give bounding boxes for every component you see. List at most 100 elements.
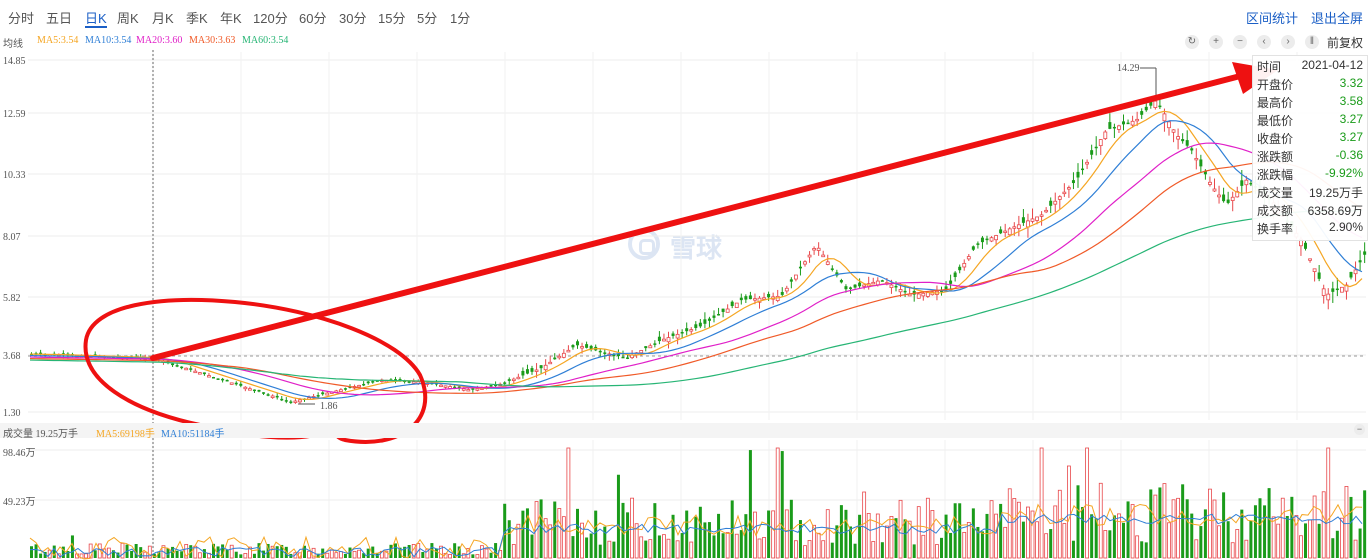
volume-bar bbox=[366, 548, 370, 558]
volume-bar bbox=[111, 550, 115, 558]
reset-icon[interactable]: ↻ bbox=[1185, 35, 1199, 49]
volume-bar bbox=[507, 520, 511, 558]
zoom-in-icon[interactable]: + bbox=[1209, 35, 1223, 49]
volume-bar bbox=[1271, 516, 1276, 559]
volume-bar bbox=[1081, 507, 1085, 558]
volume-bar bbox=[548, 524, 553, 559]
candle-body bbox=[1167, 121, 1171, 129]
tab-quarterly-k[interactable]: 季K bbox=[186, 11, 208, 26]
candle-body bbox=[1140, 111, 1144, 115]
candle-body bbox=[1090, 150, 1094, 155]
volume-bar bbox=[352, 550, 357, 559]
volume-bar bbox=[1153, 494, 1158, 559]
ma30-label: MA30:3.63 bbox=[189, 35, 236, 46]
candle-body bbox=[175, 365, 179, 367]
volume-bar bbox=[1062, 523, 1067, 559]
candle-body bbox=[466, 389, 471, 392]
candle-body bbox=[880, 280, 884, 282]
candle-body bbox=[275, 395, 279, 398]
volume-bar bbox=[1158, 487, 1162, 558]
volume-bar bbox=[1112, 515, 1116, 558]
tab-1min[interactable]: 1分 bbox=[450, 11, 471, 26]
tab-fenshi[interactable]: 分时 bbox=[8, 11, 35, 26]
volume-bar bbox=[43, 551, 47, 558]
pause-icon[interactable]: ‖ bbox=[1305, 35, 1319, 49]
candle-body bbox=[566, 349, 571, 353]
volume-bar bbox=[252, 553, 256, 558]
volume-bar bbox=[612, 541, 616, 558]
candle-body bbox=[589, 345, 593, 350]
adjust-mode-select[interactable]: 前复权 bbox=[1327, 36, 1364, 50]
tab-30min[interactable]: 30分 bbox=[339, 11, 367, 26]
volume-bar bbox=[666, 538, 671, 559]
volume-bar bbox=[70, 535, 74, 558]
volume-bar bbox=[653, 503, 657, 558]
volume-bar bbox=[1299, 535, 1303, 559]
volume-bar bbox=[566, 447, 571, 559]
candle-body bbox=[657, 336, 661, 342]
ma5-label: MA5:3.54 bbox=[37, 35, 79, 46]
candle-body bbox=[794, 274, 798, 280]
volume-bar bbox=[662, 534, 666, 559]
volume-bar bbox=[494, 543, 498, 558]
collapse-volume-icon[interactable]: − bbox=[1354, 424, 1365, 435]
range-stats-link[interactable]: 区间统计 bbox=[1246, 11, 1299, 26]
tab-15min[interactable]: 15分 bbox=[378, 11, 406, 26]
volume-bar bbox=[780, 451, 784, 558]
candle-body bbox=[989, 237, 994, 242]
chevron-left-icon[interactable]: ‹ bbox=[1257, 35, 1271, 49]
candle-body bbox=[494, 384, 498, 387]
volume-bar bbox=[139, 547, 143, 558]
exit-fullscreen-link[interactable]: 退出全屏 bbox=[1311, 11, 1364, 26]
candle-body bbox=[639, 350, 644, 354]
candle-body bbox=[1071, 180, 1075, 184]
ma-title: 均线 bbox=[3, 39, 23, 50]
volume-bar bbox=[694, 516, 698, 558]
volume-bar bbox=[576, 508, 579, 558]
candle-body bbox=[1108, 122, 1112, 129]
volume-bar bbox=[1344, 486, 1349, 559]
tab-wuri[interactable]: 五日 bbox=[46, 11, 73, 26]
volume-bar bbox=[1363, 490, 1367, 558]
tab-120min[interactable]: 120分 bbox=[253, 11, 288, 26]
volume-bar bbox=[1076, 485, 1080, 558]
candle-body bbox=[626, 357, 630, 359]
price-tick: 5.82 bbox=[3, 293, 21, 304]
volume-bar bbox=[97, 543, 102, 559]
chevron-right-icon[interactable]: › bbox=[1281, 35, 1295, 49]
candle-body bbox=[1171, 129, 1176, 133]
candle-body bbox=[1135, 118, 1140, 122]
tab-60min[interactable]: 60分 bbox=[299, 11, 327, 26]
candle-body bbox=[439, 384, 443, 388]
candle-body bbox=[516, 376, 521, 380]
volume-bar bbox=[607, 540, 612, 559]
ma-line-4 bbox=[29, 161, 1363, 394]
candle-body bbox=[348, 386, 352, 388]
volume-bar bbox=[703, 522, 707, 558]
volume-bar bbox=[202, 549, 206, 558]
volume-bar bbox=[685, 510, 689, 558]
info-row-high: 最高价 3.58 bbox=[1257, 94, 1363, 110]
volume-bar bbox=[717, 513, 721, 558]
volume-bar bbox=[853, 543, 857, 558]
candle-body bbox=[1335, 288, 1339, 291]
candle-body bbox=[247, 388, 252, 391]
tab-daily-k[interactable]: 日K bbox=[85, 11, 107, 26]
candle-body bbox=[1217, 194, 1221, 198]
candle-body bbox=[703, 319, 707, 324]
tab-weekly-k[interactable]: 周K bbox=[117, 11, 139, 26]
tab-monthly-k[interactable]: 月K bbox=[152, 11, 174, 26]
tab-yearly-k[interactable]: 年K bbox=[220, 11, 242, 26]
volume-bar bbox=[561, 516, 566, 559]
volume-bar bbox=[1122, 522, 1125, 558]
volume-bar bbox=[767, 510, 771, 558]
candle-body bbox=[293, 400, 298, 403]
candle-body bbox=[903, 290, 907, 293]
info-row-open: 开盘价 3.32 bbox=[1257, 76, 1363, 92]
candle-body bbox=[753, 298, 757, 301]
zoom-out-icon[interactable]: − bbox=[1233, 35, 1247, 49]
volume-bar bbox=[976, 526, 980, 558]
tab-5min[interactable]: 5分 bbox=[417, 11, 438, 26]
candle-body bbox=[1049, 200, 1053, 206]
